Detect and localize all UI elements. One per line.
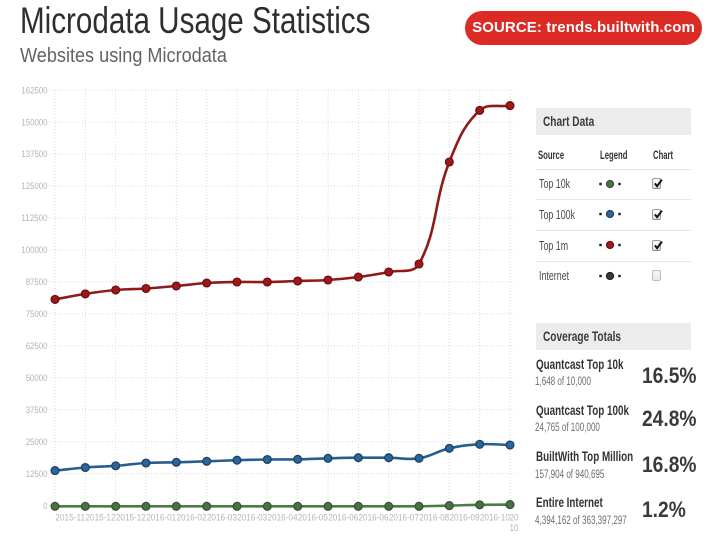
svg-text:2016-07: 2016-07	[389, 513, 419, 524]
svg-text:20: 20	[510, 513, 519, 524]
svg-text:87500: 87500	[26, 277, 48, 288]
svg-text:2016-02: 2016-02	[177, 513, 207, 524]
svg-text:162500: 162500	[21, 85, 47, 96]
svg-text:2016-01: 2016-01	[146, 513, 176, 524]
svg-text:2015-11: 2015-11	[55, 513, 85, 524]
svg-text:137500: 137500	[21, 149, 47, 160]
svg-text:2016-03: 2016-03	[237, 513, 267, 524]
svg-text:2016-04: 2016-04	[268, 513, 298, 524]
svg-text:100000: 100000	[21, 245, 47, 256]
svg-text:50000: 50000	[26, 373, 48, 384]
svg-text:2016-08: 2016-08	[419, 513, 449, 524]
svg-text:25000: 25000	[26, 437, 48, 448]
svg-text:2016-10: 2016-10	[480, 513, 510, 524]
svg-text:2016-03: 2016-03	[207, 513, 237, 524]
svg-text:75000: 75000	[26, 309, 48, 320]
svg-text:2016-05: 2016-05	[298, 513, 328, 524]
svg-text:0: 0	[43, 501, 47, 512]
svg-text:2016-09: 2016-09	[450, 513, 480, 524]
svg-text:2016-06: 2016-06	[328, 513, 358, 524]
svg-text:2016-06: 2016-06	[359, 513, 389, 524]
svg-text:62500: 62500	[26, 341, 48, 352]
svg-text:10: 10	[510, 523, 519, 534]
svg-text:2015-12: 2015-12	[86, 513, 116, 524]
svg-text:37500: 37500	[26, 405, 48, 416]
svg-text:125000: 125000	[21, 181, 47, 192]
svg-text:150000: 150000	[21, 117, 47, 128]
svg-text:12500: 12500	[26, 469, 48, 480]
svg-text:112500: 112500	[21, 213, 47, 224]
svg-text:2015-12: 2015-12	[116, 513, 146, 524]
